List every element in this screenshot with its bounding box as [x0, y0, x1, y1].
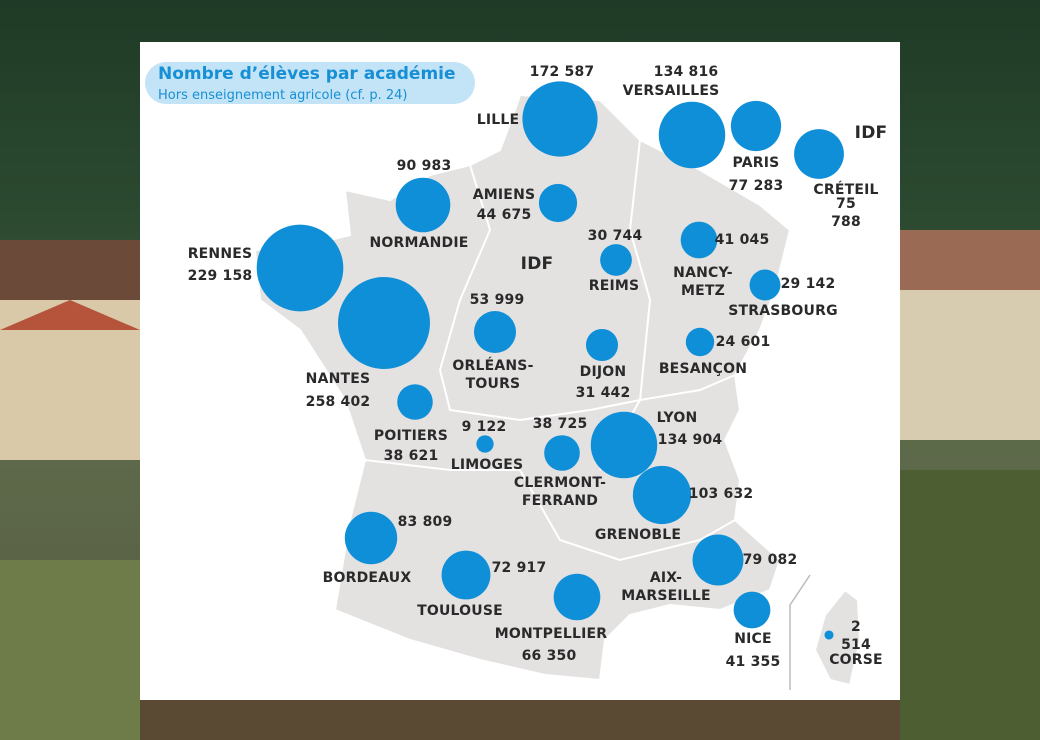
- corse-outline: [813, 588, 862, 687]
- corse-frame: [789, 574, 811, 690]
- academy-name: LILLE: [476, 112, 520, 128]
- academy-name: NANCY- METZ: [673, 265, 733, 299]
- region-borders: [438, 164, 736, 422]
- bubble: [749, 269, 781, 301]
- bubble: [600, 244, 632, 276]
- region-borders: [364, 459, 736, 562]
- bubble: [590, 411, 658, 479]
- academy-name: LYON: [656, 410, 698, 426]
- bubble: [553, 573, 601, 621]
- value-label: 72 917: [491, 560, 547, 576]
- academy-name: CRÉTEIL: [813, 182, 879, 198]
- bubble: [473, 310, 517, 354]
- value-label: 30 744: [587, 228, 643, 244]
- value-label: 29 142: [780, 276, 836, 292]
- academy-name: AIX- MARSEILLE: [621, 570, 711, 604]
- academy-name: ORLÉANS- TOURS: [452, 358, 534, 392]
- academy-name: NORMANDIE: [369, 235, 469, 251]
- value-label: 9 122: [461, 419, 507, 435]
- bubble: [733, 591, 771, 629]
- value-label: 75 788: [831, 196, 861, 230]
- value-label: 103 632: [688, 486, 754, 502]
- value-label: 134 904: [657, 432, 723, 448]
- bubble: [522, 81, 598, 157]
- bubble: [538, 183, 578, 223]
- bubble: [658, 101, 726, 169]
- value-label: 38 621: [383, 448, 439, 464]
- idf-label: IDF: [854, 123, 888, 143]
- title: Nombre d’élèves par académie: [158, 64, 456, 84]
- map-panel: Nombre d’élèves par académie Hors enseig…: [140, 42, 900, 700]
- academy-name: PARIS: [732, 155, 780, 171]
- bubble: [476, 435, 494, 453]
- academy-name: RENNES: [187, 246, 253, 262]
- bubble: [632, 465, 692, 525]
- academy-name: GRENOBLE: [594, 527, 682, 543]
- value-label: 44 675: [476, 207, 532, 223]
- academy-name: TOULOUSE: [417, 603, 503, 619]
- value-label: 2 514: [841, 619, 871, 653]
- value-label: 83 809: [397, 514, 453, 530]
- value-label: 41 355: [725, 654, 781, 670]
- academy-name: CLERMONT- FERRAND: [513, 475, 607, 509]
- academy-name: BESANÇON: [658, 361, 748, 377]
- academy-name: VERSAILLES: [622, 83, 720, 99]
- subtitle: Hors enseignement agricole (cf. p. 24): [158, 88, 408, 103]
- academy-name: MONTPELLIER: [494, 626, 608, 642]
- value-label: 258 402: [305, 394, 371, 410]
- bubble: [338, 277, 430, 369]
- bubble: [824, 630, 834, 640]
- value-label: 77 283: [728, 178, 784, 194]
- bubble: [256, 224, 344, 312]
- bubble: [395, 177, 451, 233]
- value-label: 31 442: [575, 385, 631, 401]
- value-label: 229 158: [187, 268, 253, 284]
- academy-name: AMIENS: [472, 187, 536, 203]
- value-label: 79 082: [742, 552, 798, 568]
- value-label: 90 983: [396, 158, 452, 174]
- bubble: [685, 327, 715, 357]
- bubble: [544, 435, 580, 471]
- bubble: [585, 328, 619, 362]
- academy-name: NANTES: [305, 371, 371, 387]
- bubble: [441, 550, 491, 600]
- academy-name: DIJON: [579, 364, 627, 380]
- map: [253, 81, 862, 690]
- academy-name: CORSE: [829, 652, 883, 668]
- academy-name: REIMS: [588, 278, 640, 294]
- title-pill: [145, 62, 475, 104]
- academy-name: POITIERS: [373, 428, 449, 444]
- value-label: 172 587: [529, 64, 595, 80]
- bubble: [692, 534, 744, 586]
- value-label: 66 350: [521, 648, 577, 664]
- value-label: 134 816: [653, 64, 719, 80]
- academy-name: BORDEAUX: [322, 570, 412, 586]
- idf-label: IDF: [520, 254, 554, 274]
- academy-name: NICE: [734, 631, 772, 647]
- bubble: [680, 221, 718, 259]
- value-label: 41 045: [714, 232, 770, 248]
- academy-name: STRASBOURG: [728, 303, 838, 319]
- bubble: [344, 511, 398, 565]
- value-label: 53 999: [469, 292, 525, 308]
- value-label: 38 725: [532, 416, 588, 432]
- value-label: 24 601: [715, 334, 771, 350]
- bubble: [730, 100, 782, 152]
- bubble: [397, 384, 433, 420]
- academy-name: LIMOGES: [450, 457, 524, 473]
- bubble: [794, 129, 844, 179]
